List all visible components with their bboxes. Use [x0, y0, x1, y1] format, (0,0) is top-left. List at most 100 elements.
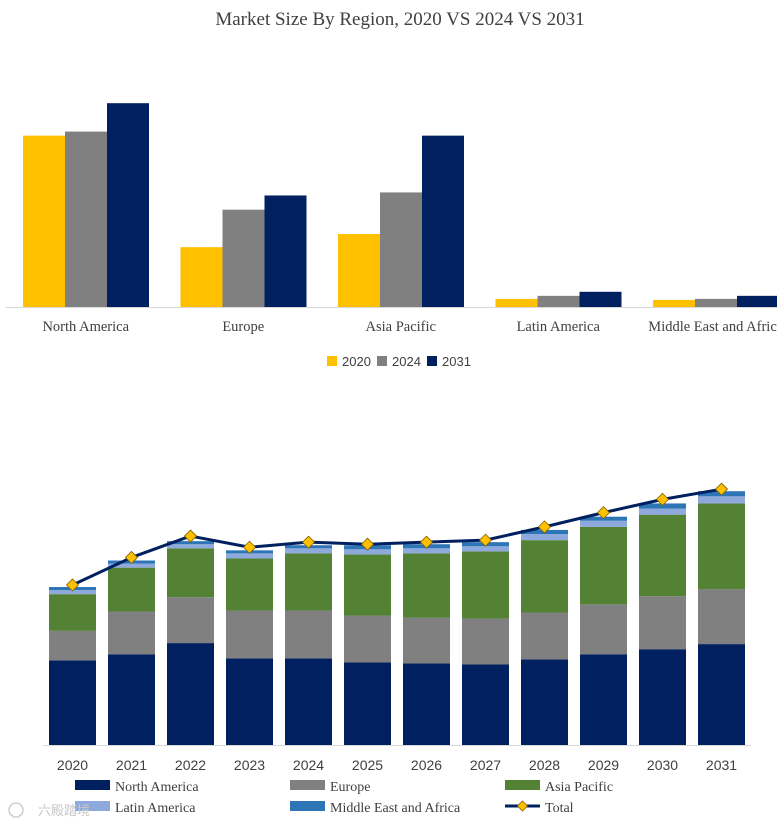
stack-2020-latin-america: [49, 590, 96, 595]
total-marker-2027: [478, 533, 493, 547]
x-tick-label: 2022: [175, 757, 206, 773]
total-marker-2029: [596, 506, 611, 520]
stack-2028-latin-america: [521, 534, 568, 541]
stack-2027-asia-pacific: [462, 551, 509, 619]
legend-swatch-europe: [290, 780, 325, 790]
x-tick-label: Asia Pacific: [366, 319, 436, 335]
stack-2029-asia-pacific: [580, 526, 627, 605]
stack-2024-asia-pacific: [285, 553, 332, 611]
bar-chart-by-region: North America Europe Asia Pacific Latin Ame…: [6, 103, 777, 335]
stack-2030-asia-pacific: [639, 514, 686, 597]
bar-europe-2031: [264, 195, 307, 307]
bar-middle-east-and-africa-2020: [653, 299, 695, 307]
legend-swatch-north-america: [75, 780, 110, 790]
stack-2022-europe: [167, 597, 214, 644]
legend-swatch-2020: [327, 356, 337, 366]
x-tick-label: 2020: [57, 757, 88, 773]
stack-2025-north-america: [344, 662, 391, 745]
total-marker-2031: [714, 482, 729, 496]
legend-label-europe: Europe: [330, 780, 370, 795]
stack-2031-north-america: [698, 644, 745, 745]
x-tick-label: 2025: [352, 757, 383, 773]
watermark: 六殿踏境: [8, 802, 90, 819]
total-marker-2022: [183, 529, 198, 543]
bar-europe-2020: [180, 247, 223, 307]
stack-2030-north-america: [639, 649, 686, 745]
legend-label-2024: 2024: [392, 354, 421, 369]
x-tick-label: 2026: [411, 757, 442, 773]
stack-2026-europe: [403, 617, 450, 664]
bar-north-america-2024: [65, 131, 107, 307]
stack-2029-latin-america: [580, 520, 627, 527]
total-line: [71, 487, 722, 587]
legend-label-north-america: North America: [115, 780, 199, 795]
stack-2022-north-america: [167, 643, 214, 745]
x-tick-label: 2029: [588, 757, 619, 773]
legend-swatch-asia-pacific: [505, 780, 540, 790]
bar-latin-america-2024: [537, 295, 580, 307]
stack-2025-asia-pacific: [344, 554, 391, 616]
chart-title: Market Size By Region, 2020 VS 2024 VS 2…: [215, 9, 585, 30]
x-tick-label: 2023: [234, 757, 265, 773]
stack-2026-asia-pacific: [403, 553, 450, 618]
stack-2025-latin-america: [344, 549, 391, 555]
total-marker-2020: [65, 578, 80, 592]
stack-2023-latin-america: [226, 553, 273, 559]
total-marker-2024: [301, 535, 316, 549]
bar-north-america-2031: [107, 103, 149, 308]
stack-2030-latin-america: [639, 508, 686, 515]
stack-2024-europe: [285, 610, 332, 659]
x-tick-label: Latin America: [517, 319, 601, 335]
x-tick-label: 2027: [470, 757, 501, 773]
bar-asia-pacific-2020: [338, 233, 380, 307]
stack-2021-asia-pacific: [108, 567, 155, 612]
stacked-bar-chart-by-year: 2020 2021 2022 2023 2024 2025 2026 2027 2028 2029…: [43, 482, 751, 773]
legend-label-latin-america: Latin America: [115, 801, 196, 816]
stack-2023-north-america: [226, 658, 273, 745]
x-tick-label: Europe: [222, 319, 264, 335]
stack-2029-europe: [580, 604, 627, 655]
bar-asia-pacific-2024: [380, 192, 422, 307]
stack-2022-asia-pacific: [167, 548, 214, 598]
legend-label-2031: 2031: [442, 354, 471, 369]
stack-2023-asia-pacific: [226, 558, 273, 611]
stack-2030-europe: [639, 596, 686, 650]
stack-2029-north-america: [580, 654, 627, 745]
stack-2020-europe: [49, 630, 96, 661]
bar-north-america-2020: [23, 135, 65, 307]
stack-2026-north-america: [403, 663, 450, 745]
stack-2021-latin-america: [108, 563, 155, 568]
total-marker-2023: [242, 540, 257, 554]
stack-2021-europe: [108, 611, 155, 655]
stack-2030-middle-east-and-africa: [639, 503, 686, 509]
bar-europe-2024: [222, 209, 265, 307]
stack-2026-latin-america: [403, 548, 450, 554]
legend-label-middle-east-and-africa: Middle East and Africa: [330, 801, 461, 816]
legend-label-asia-pacific: Asia Pacific: [545, 780, 613, 795]
x-tick-label: 2031: [706, 757, 737, 773]
stack-2022-latin-america: [167, 544, 214, 549]
total-marker-2025: [360, 537, 375, 551]
stack-2021-north-america: [108, 654, 155, 745]
legend-marker-icon: [516, 800, 529, 812]
total-marker-2021: [124, 550, 139, 565]
x-tick-label: 2024: [293, 757, 324, 773]
legend-swatch-latin-america: [75, 801, 110, 811]
watermark-text: 六殿踏境: [38, 804, 90, 819]
stack-2028-north-america: [521, 659, 568, 745]
stack-2020-asia-pacific: [49, 594, 96, 631]
total-marker-2030: [655, 492, 670, 506]
stack-2024-latin-america: [285, 548, 332, 554]
stack-2025-europe: [344, 615, 391, 663]
stack-2028-europe: [521, 612, 568, 660]
legend-swatch-2024: [377, 356, 387, 366]
x-tick-label: 2030: [647, 757, 678, 773]
stack-2024-north-america: [285, 658, 332, 745]
legend-label-2020: 2020: [342, 354, 371, 369]
stack-2028-asia-pacific: [521, 540, 568, 613]
stack-2023-europe: [226, 610, 273, 659]
x-tick-label: North America: [42, 319, 129, 335]
bar-latin-america-2020: [495, 298, 538, 307]
legend-regions: North America Europe Asia Pacific Latin Ame…: [75, 780, 613, 816]
watermark-logo-icon: [8, 802, 24, 818]
